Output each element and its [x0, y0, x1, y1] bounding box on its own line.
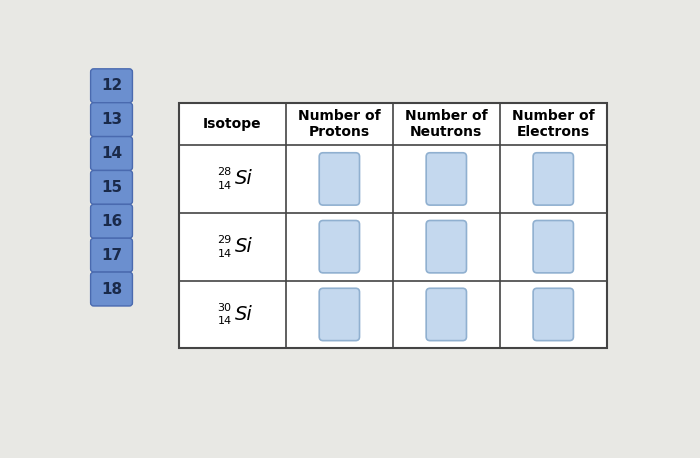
Text: 14: 14 — [101, 146, 122, 161]
Text: Number of
Neutrons: Number of Neutrons — [405, 109, 488, 139]
FancyBboxPatch shape — [90, 170, 132, 204]
FancyBboxPatch shape — [533, 153, 573, 205]
Text: Isotope: Isotope — [203, 117, 262, 131]
Text: 29: 29 — [217, 235, 232, 245]
FancyBboxPatch shape — [319, 288, 360, 341]
Text: 18: 18 — [101, 282, 122, 296]
FancyBboxPatch shape — [533, 288, 573, 341]
FancyBboxPatch shape — [90, 204, 132, 238]
FancyBboxPatch shape — [90, 272, 132, 306]
FancyBboxPatch shape — [533, 220, 573, 273]
Text: Number of
Electrons: Number of Electrons — [512, 109, 594, 139]
Text: 14: 14 — [217, 249, 232, 259]
Text: 17: 17 — [101, 248, 122, 262]
FancyBboxPatch shape — [426, 288, 466, 341]
FancyBboxPatch shape — [319, 220, 360, 273]
FancyBboxPatch shape — [319, 153, 360, 205]
FancyBboxPatch shape — [426, 220, 466, 273]
FancyBboxPatch shape — [90, 103, 132, 136]
Text: 14: 14 — [217, 181, 232, 191]
Text: 15: 15 — [101, 180, 122, 195]
Text: Si: Si — [234, 237, 252, 256]
FancyBboxPatch shape — [426, 153, 466, 205]
Text: 14: 14 — [217, 316, 232, 327]
Text: Si: Si — [234, 305, 252, 324]
FancyBboxPatch shape — [90, 238, 132, 272]
Bar — [179, 103, 607, 349]
FancyBboxPatch shape — [90, 69, 132, 103]
Text: 28: 28 — [217, 167, 232, 177]
Text: Si: Si — [234, 169, 252, 188]
Text: 30: 30 — [218, 303, 232, 312]
Text: 13: 13 — [101, 112, 122, 127]
Text: 12: 12 — [101, 78, 122, 93]
FancyBboxPatch shape — [90, 136, 132, 170]
Text: 16: 16 — [101, 214, 122, 229]
Text: Number of
Protons: Number of Protons — [298, 109, 381, 139]
